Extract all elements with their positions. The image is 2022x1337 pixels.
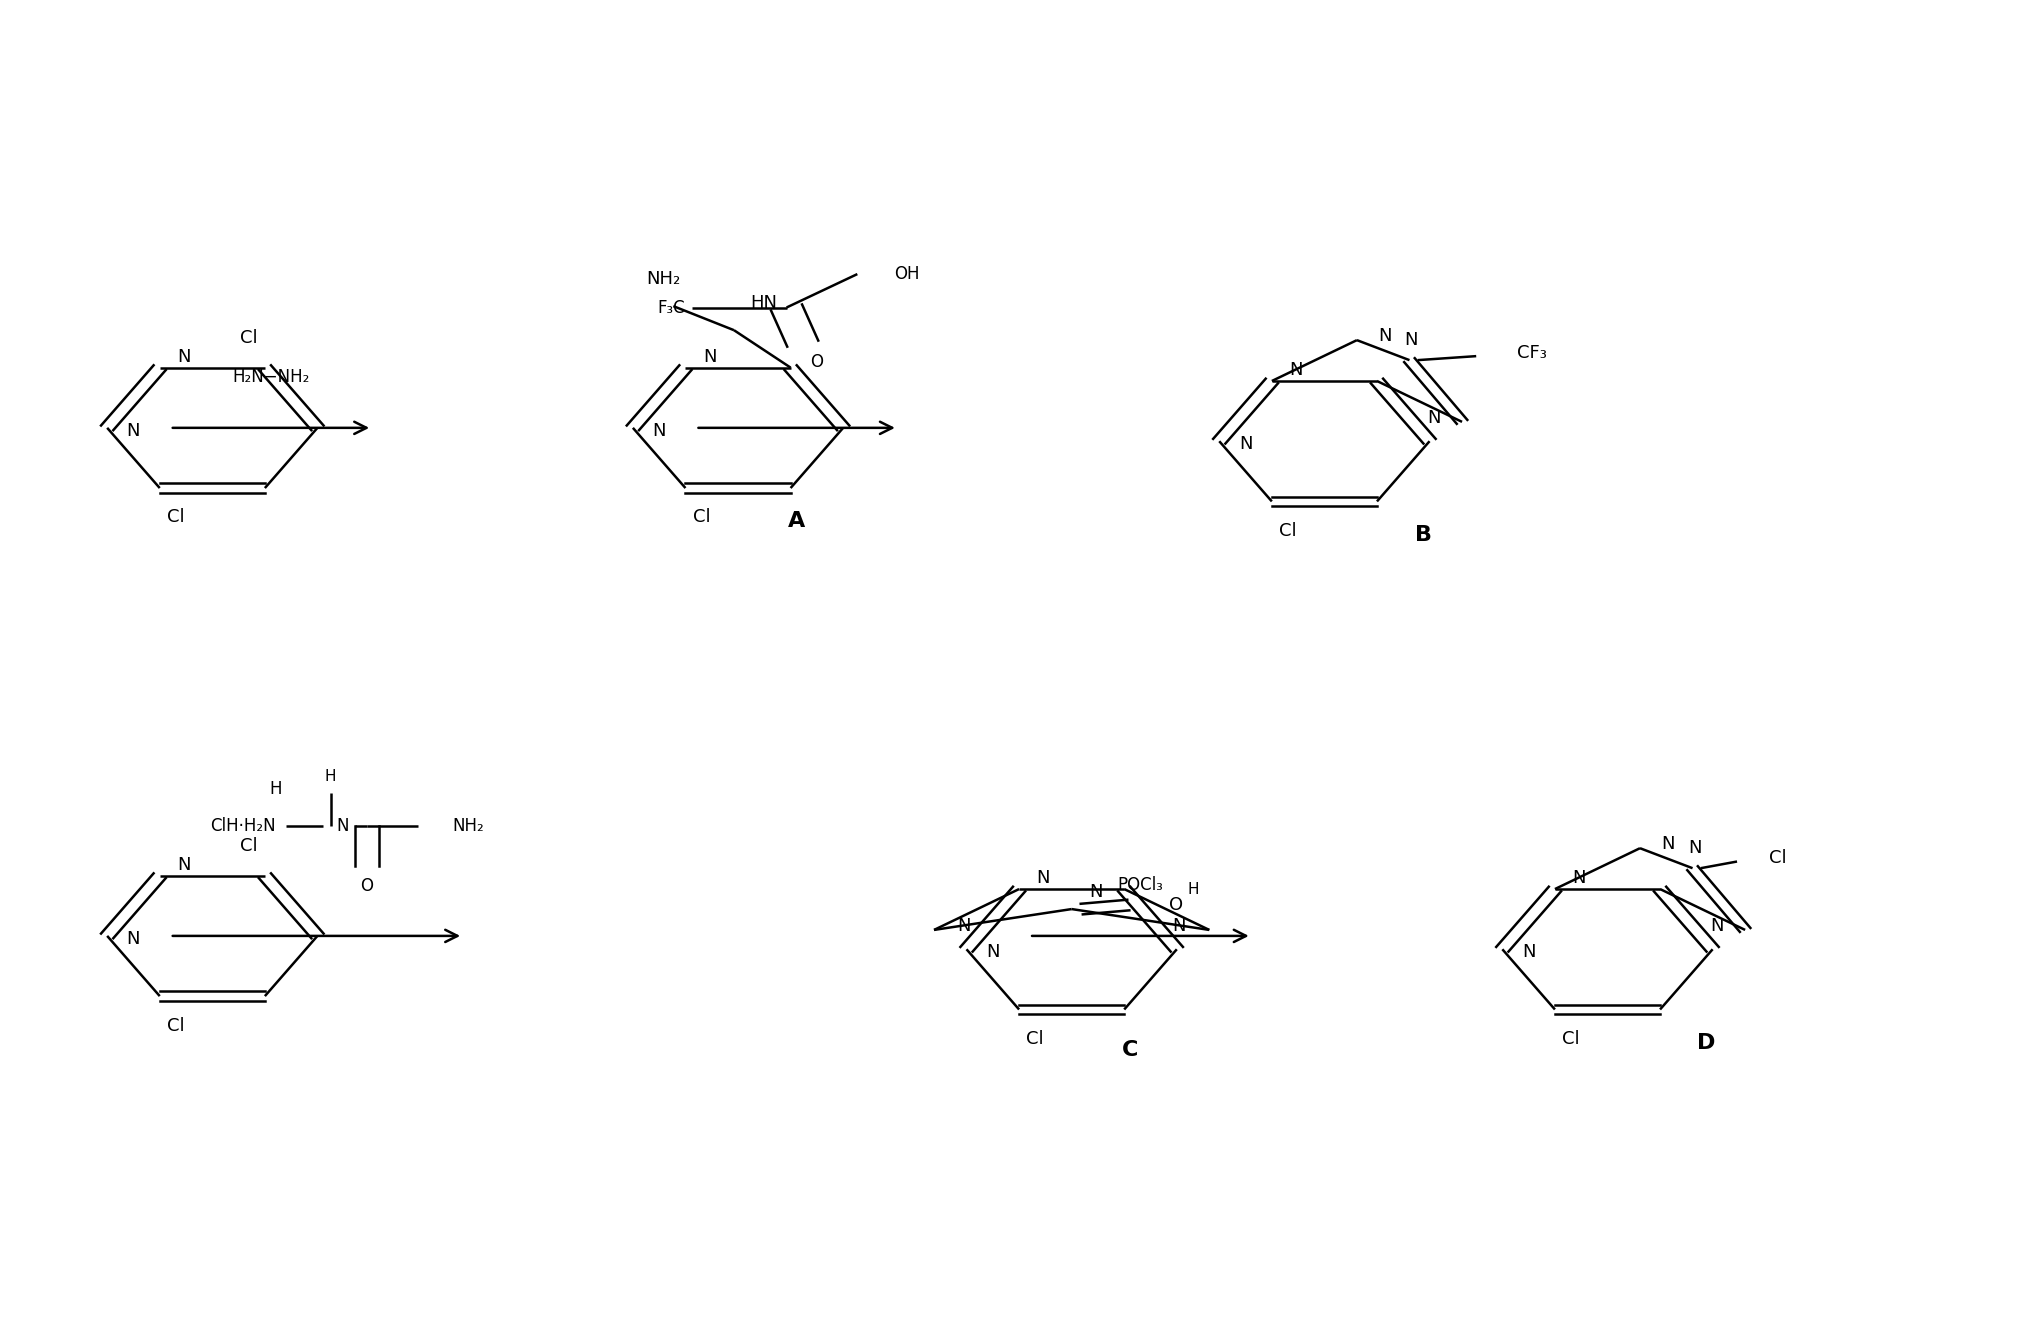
Text: N: N xyxy=(1523,943,1535,961)
Text: N: N xyxy=(1405,332,1417,349)
Text: Cl: Cl xyxy=(1563,1029,1579,1048)
Text: H: H xyxy=(269,779,283,798)
Text: B: B xyxy=(1415,525,1432,545)
Text: Cl: Cl xyxy=(168,1016,184,1035)
Text: N: N xyxy=(1090,882,1102,901)
Text: D: D xyxy=(1696,1034,1717,1054)
Text: A: A xyxy=(789,512,805,532)
Text: HN: HN xyxy=(750,294,776,313)
Text: N: N xyxy=(336,817,350,836)
Text: O: O xyxy=(1169,896,1183,915)
Text: H: H xyxy=(1187,882,1199,897)
Text: N: N xyxy=(1662,836,1674,853)
Text: O: O xyxy=(360,877,374,896)
Text: N: N xyxy=(1428,409,1440,427)
Text: F₃C: F₃C xyxy=(657,298,685,317)
Text: N: N xyxy=(127,421,140,440)
Text: N: N xyxy=(653,421,665,440)
Text: Cl: Cl xyxy=(241,329,257,348)
Text: POCl₃: POCl₃ xyxy=(1118,876,1163,894)
Text: N: N xyxy=(127,929,140,948)
Text: Cl: Cl xyxy=(1027,1029,1043,1048)
Text: N: N xyxy=(1239,435,1252,453)
Text: Cl: Cl xyxy=(241,837,257,856)
Text: NH₂: NH₂ xyxy=(453,817,483,836)
Text: N: N xyxy=(1688,840,1701,857)
Text: N: N xyxy=(1290,361,1302,380)
Text: O: O xyxy=(811,353,823,372)
Text: N: N xyxy=(704,348,716,366)
Text: NH₂: NH₂ xyxy=(647,270,679,289)
Text: N: N xyxy=(178,348,190,366)
Text: C: C xyxy=(1122,1040,1138,1060)
Text: Cl: Cl xyxy=(1769,849,1787,866)
Text: CF₃: CF₃ xyxy=(1516,345,1547,362)
Text: N: N xyxy=(987,943,999,961)
Text: N: N xyxy=(958,917,971,935)
Text: N: N xyxy=(178,856,190,874)
Text: N: N xyxy=(1037,869,1049,888)
Text: H₂N−NH₂: H₂N−NH₂ xyxy=(233,368,309,386)
Text: N: N xyxy=(1711,917,1723,935)
Text: N: N xyxy=(1379,328,1391,345)
Text: Cl: Cl xyxy=(168,508,184,527)
Text: H: H xyxy=(326,769,336,785)
Text: Cl: Cl xyxy=(694,508,710,527)
Text: ClH·H₂N: ClH·H₂N xyxy=(210,817,277,836)
Text: Cl: Cl xyxy=(1280,521,1296,540)
Text: N: N xyxy=(1573,869,1585,888)
Text: N: N xyxy=(1173,917,1185,935)
Text: OH: OH xyxy=(894,265,920,283)
